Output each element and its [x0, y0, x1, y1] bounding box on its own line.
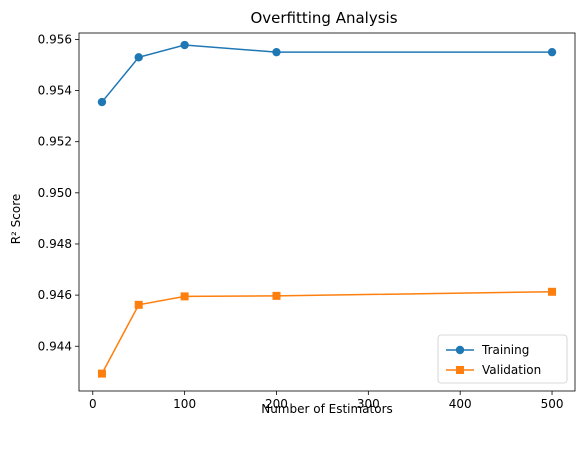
x-tick-label: 500: [541, 397, 564, 411]
x-tick-label: 0: [89, 397, 97, 411]
data-point-validation: [548, 288, 556, 296]
y-axis-label: R² Score: [9, 194, 23, 245]
data-point-validation: [272, 292, 280, 300]
legend-marker-training: [456, 346, 464, 354]
y-tick-label: 0.956: [38, 32, 72, 46]
y-tick-label: 0.944: [38, 339, 72, 353]
data-point-training: [272, 48, 280, 56]
legend: Training Validation: [438, 335, 567, 383]
legend-label-training: Training: [481, 343, 529, 357]
y-tick-label: 0.952: [38, 135, 72, 149]
legend-label-validation: Validation: [482, 363, 541, 377]
data-point-training: [180, 41, 188, 49]
data-point-validation: [98, 370, 106, 378]
series-line-training: [102, 45, 552, 102]
data-point-training: [135, 53, 143, 61]
y-tick-label: 0.946: [38, 288, 72, 302]
data-point-validation: [181, 292, 189, 300]
legend-marker-validation: [456, 366, 464, 374]
chart-title: Overfitting Analysis: [250, 9, 397, 27]
data-point-training: [548, 48, 556, 56]
y-tick-label: 0.948: [38, 237, 72, 251]
y-tick-label: 0.950: [38, 186, 72, 200]
x-tick-label: 100: [173, 397, 196, 411]
y-tick-label: 0.954: [38, 84, 72, 98]
data-point-validation: [135, 301, 143, 309]
x-axis-label: Number of Estimators: [261, 402, 393, 416]
data-point-training: [98, 98, 106, 106]
x-tick-label: 400: [449, 397, 472, 411]
